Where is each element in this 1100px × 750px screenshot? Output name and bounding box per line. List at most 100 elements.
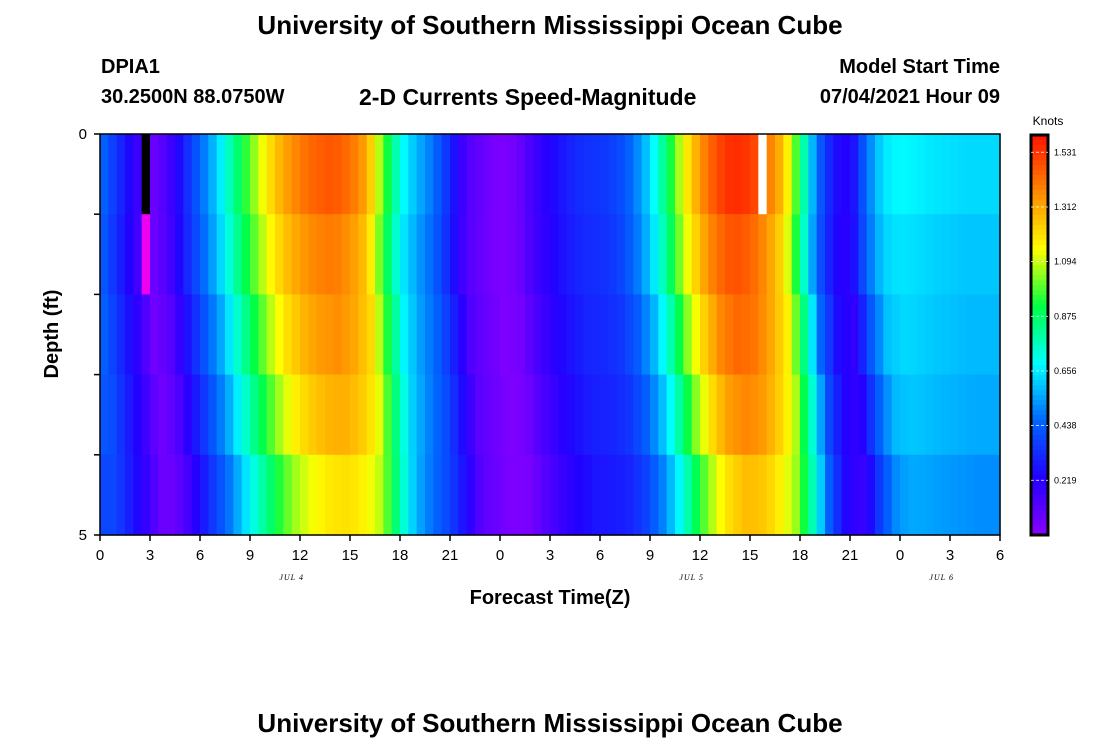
- heatmap-cell: [533, 374, 543, 456]
- heatmap-cell: [158, 454, 168, 536]
- heatmap-cell: [558, 454, 568, 536]
- colorbar-swatch: [1031, 440, 1048, 446]
- heatmap-cell: [883, 374, 893, 456]
- heatmap-cell: [941, 214, 951, 295]
- heatmap-cell: [708, 214, 718, 295]
- heatmap-cell: [816, 374, 826, 456]
- heatmap-cell: [516, 214, 526, 295]
- heatmap-cell: [275, 214, 284, 295]
- heatmap-cell: [125, 294, 134, 376]
- heatmap-cell: [733, 214, 743, 295]
- heatmap-cell: [216, 214, 226, 295]
- station-coordinates: 30.2500N 88.0750W: [101, 86, 285, 108]
- colorbar-swatch: [1031, 340, 1048, 346]
- heatmap-cell: [433, 134, 443, 215]
- colorbar-swatch: [1031, 415, 1048, 421]
- heatmap-cell: [291, 214, 301, 295]
- heatmap-cell: [391, 374, 401, 456]
- heatmap-cell: [550, 294, 559, 376]
- heatmap-cell: [675, 214, 684, 295]
- heatmap-cell: [758, 454, 768, 536]
- heatmap-cell: [691, 374, 701, 456]
- heatmap-cell: [216, 294, 226, 376]
- heatmap-cell: [658, 294, 668, 376]
- heatmap-cell: [225, 374, 234, 456]
- colorbar-swatch: [1031, 310, 1048, 316]
- colorbar-swatch: [1031, 295, 1048, 301]
- heatmap-cell: [366, 454, 376, 536]
- heatmap-cell: [958, 454, 968, 536]
- heatmap-cell: [866, 294, 876, 376]
- heatmap-cell: [675, 294, 684, 376]
- heatmap-cell: [325, 374, 334, 456]
- heatmap-cell: [516, 134, 526, 215]
- heatmap-cell: [608, 294, 618, 376]
- heatmap-cell: [791, 294, 801, 376]
- heatmap-cell: [791, 214, 801, 295]
- heatmap-cell: [791, 454, 801, 536]
- heatmap-cell: [933, 214, 943, 295]
- heatmap-cell: [558, 294, 568, 376]
- heatmap-cell: [183, 134, 193, 215]
- heatmap-cell: [175, 294, 184, 376]
- heatmap-cell: [208, 134, 218, 215]
- heatmap-cell: [841, 454, 851, 536]
- heatmap-cell: [350, 374, 359, 456]
- heatmap-cell: [291, 454, 301, 536]
- heatmap-cell: [391, 134, 401, 215]
- colorbar-swatch: [1031, 455, 1048, 461]
- heatmap-cell: [200, 294, 209, 376]
- heatmap-cell: [625, 374, 634, 456]
- heatmap-cell: [683, 294, 693, 376]
- heatmap-cell: [116, 214, 126, 295]
- colorbar-tick-label: 1.094: [1054, 257, 1077, 267]
- heatmap-cell: [100, 294, 109, 376]
- heatmap-cell: [375, 214, 384, 295]
- colorbar-swatch: [1031, 445, 1048, 451]
- heatmap-cell: [550, 214, 559, 295]
- colorbar-swatch: [1031, 480, 1048, 486]
- heatmap-cell: [308, 374, 318, 456]
- heatmap-cell: [983, 214, 993, 295]
- heatmap-cell: [100, 214, 109, 295]
- heatmap-cell: [491, 134, 501, 215]
- heatmap-cell: [816, 134, 826, 215]
- heatmap-cell: [858, 294, 868, 376]
- heatmap-cell: [558, 134, 568, 215]
- heatmap-cell: [600, 134, 609, 215]
- heatmap-cell: [100, 454, 109, 536]
- heatmap-cell: [241, 454, 251, 536]
- heatmap-cell: [800, 134, 809, 215]
- heatmap-cell: [608, 374, 618, 456]
- colorbar-swatch: [1031, 185, 1048, 191]
- heatmap-cell: [225, 214, 234, 295]
- heatmap-cell: [633, 294, 643, 376]
- heatmap-cell: [575, 214, 584, 295]
- heatmap-cell: [691, 294, 701, 376]
- colorbar-swatch: [1031, 280, 1048, 286]
- heatmap-cell: [191, 454, 201, 536]
- heatmap-cell: [491, 454, 501, 536]
- heatmap-cell: [916, 374, 926, 456]
- heatmap-cell: [550, 454, 559, 536]
- heatmap-cell: [641, 134, 651, 215]
- x-tick-label: 21: [842, 547, 859, 564]
- heatmap-cell: [233, 294, 243, 376]
- heatmap-cell: [725, 374, 734, 456]
- colorbar-swatch: [1031, 385, 1048, 391]
- heatmap-cell: [500, 294, 509, 376]
- heatmap-cell: [800, 214, 809, 295]
- heatmap-cell: [275, 134, 284, 215]
- heatmap-cell: [908, 134, 918, 215]
- heatmap-cell: [341, 294, 351, 376]
- heatmap-cell: [116, 294, 126, 376]
- heatmap-cell: [333, 214, 343, 295]
- heatmap-cell: [858, 214, 868, 295]
- heatmap-cell: [300, 454, 309, 536]
- colorbar-swatch: [1031, 485, 1048, 491]
- heatmap-cell: [200, 214, 209, 295]
- heatmap-cell: [450, 214, 459, 295]
- heatmap-cell: [633, 374, 643, 456]
- heatmap-cell: [958, 294, 968, 376]
